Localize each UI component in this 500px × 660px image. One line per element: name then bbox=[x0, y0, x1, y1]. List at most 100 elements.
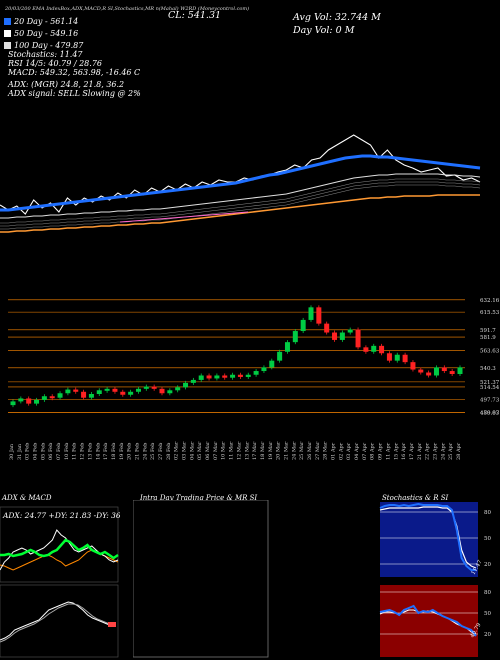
date-tick-label: 27 Feb bbox=[158, 443, 164, 460]
date-tick-label: 03 Mar bbox=[182, 441, 188, 460]
date-tick-label: 04 Apr bbox=[354, 442, 360, 460]
candle-body bbox=[402, 354, 408, 363]
price-level-label: 480.03 bbox=[480, 410, 500, 416]
candle-body bbox=[112, 388, 118, 392]
price-level-label: 514.54 bbox=[480, 385, 500, 391]
candle-body bbox=[120, 391, 126, 395]
candle-body bbox=[104, 388, 110, 391]
candle-body bbox=[449, 371, 455, 374]
date-tick-label: 02 Apr bbox=[338, 442, 344, 460]
legend-swatch-icon bbox=[4, 42, 11, 49]
date-tick-label: 17 Feb bbox=[103, 443, 109, 460]
candle-body bbox=[206, 375, 212, 379]
date-tick-label: 27 Mar bbox=[315, 441, 321, 460]
candle-body bbox=[96, 390, 102, 394]
candle-body bbox=[308, 307, 314, 320]
candle-body bbox=[222, 375, 228, 378]
price-level-label: 479.87 bbox=[480, 411, 500, 417]
date-tick-label: 04 Mar bbox=[189, 441, 195, 460]
day-volume: Day Vol: 0 M bbox=[293, 25, 355, 36]
candle-body bbox=[73, 389, 79, 392]
ema-line-chart bbox=[0, 134, 481, 233]
candle-body bbox=[175, 387, 181, 391]
ema-series-line bbox=[0, 173, 481, 219]
candle-body bbox=[198, 375, 204, 380]
date-tick-label: 03 Apr bbox=[346, 442, 352, 460]
candle-body bbox=[371, 345, 377, 352]
adx-main-line bbox=[0, 538, 119, 560]
candle-body bbox=[253, 371, 259, 375]
macd-frame bbox=[0, 584, 119, 658]
ema-band-line bbox=[0, 184, 481, 230]
avg-volume: Avg Vol: 32.744 M bbox=[293, 12, 381, 23]
date-tick-label: 14 Feb bbox=[95, 443, 101, 460]
candle-body bbox=[433, 367, 439, 376]
stoch-background bbox=[380, 502, 478, 577]
close-value: CL: 541.31 bbox=[168, 10, 222, 21]
ema-band-line bbox=[0, 181, 481, 227]
candle-body bbox=[386, 353, 392, 361]
date-tick-label: 11 Feb bbox=[72, 443, 78, 460]
top-caption: 20/03/200 EMA IndexBox,ADX,MACD,R SI,Sto… bbox=[5, 6, 250, 12]
legend-ema50: 50 Day - 549.16 bbox=[4, 29, 78, 38]
date-tick-label: 08 Apr bbox=[370, 442, 376, 460]
candle-body bbox=[379, 345, 385, 354]
legend-label: 100 Day - 479.87 bbox=[14, 41, 84, 50]
candle-body bbox=[316, 307, 322, 324]
legend-label: 20 Day - 561.14 bbox=[14, 17, 79, 26]
price-level-label: 591.7 bbox=[480, 328, 496, 334]
price-level-label: 615.53 bbox=[480, 310, 500, 316]
date-tick-label: 28 Mar bbox=[323, 441, 329, 460]
mrsi-panel-title: Intra Day Trading Price & MR SI bbox=[140, 494, 258, 502]
candle-body bbox=[57, 393, 63, 398]
date-tick-label: 01 Apr bbox=[331, 442, 337, 460]
legend-label: 50 Day - 549.16 bbox=[14, 29, 79, 38]
candle-body bbox=[190, 379, 196, 383]
candle-body bbox=[410, 362, 416, 370]
adx-frame bbox=[0, 506, 119, 583]
rsi-tick-label: 80 bbox=[484, 590, 491, 596]
date-tick-label: 16 Apr bbox=[401, 442, 407, 460]
stat-stochastics: Stochastics: 11.47 bbox=[8, 50, 83, 59]
date-tick-label: 09 Apr bbox=[378, 442, 384, 460]
date-tick-label: 05 Feb bbox=[40, 443, 46, 460]
candle-body bbox=[128, 391, 134, 395]
price-level-label: 497.73 bbox=[480, 397, 500, 403]
candle-body bbox=[355, 329, 361, 348]
candle-body bbox=[18, 398, 24, 402]
date-tick-label: 12 Mar bbox=[236, 441, 242, 460]
ema-series-line bbox=[0, 154, 481, 212]
date-tick-label: 06 Feb bbox=[48, 443, 54, 460]
date-tick-label: 18 Feb bbox=[111, 443, 117, 460]
price-level-label: 581.9 bbox=[480, 335, 496, 341]
date-tick-label: 26 Mar bbox=[307, 441, 313, 460]
candle-body bbox=[151, 386, 157, 389]
candle-body bbox=[65, 389, 71, 394]
date-tick-label: 12 Feb bbox=[80, 443, 86, 460]
price-level-label: 632.16 bbox=[480, 298, 500, 304]
candle-body bbox=[418, 369, 424, 373]
date-tick-label: 31 Jan bbox=[17, 443, 23, 460]
date-tick-label: 21 Feb bbox=[134, 443, 140, 460]
date-tick-label: 20 Mar bbox=[276, 441, 282, 460]
stoch-slow-line bbox=[379, 506, 477, 569]
date-tick-label: 07 Feb bbox=[56, 443, 62, 460]
stoch-tick-label: 50 bbox=[484, 536, 491, 542]
rsi-background bbox=[380, 585, 478, 657]
candle-body bbox=[363, 347, 369, 352]
candle-body bbox=[167, 390, 173, 394]
date-tick-label: 21 Mar bbox=[283, 441, 289, 460]
date-tick-label: 25 Mar bbox=[299, 441, 305, 460]
candle-body bbox=[457, 367, 463, 374]
legend-swatch-icon bbox=[4, 18, 11, 25]
candle-body bbox=[81, 391, 87, 398]
date-tick-label: 28 Apr bbox=[456, 442, 462, 460]
stoch-tick-label: 20 bbox=[484, 562, 491, 568]
date-tick-label: 11 Mar bbox=[229, 441, 235, 460]
macd-line bbox=[0, 601, 113, 641]
candle-body bbox=[183, 382, 189, 388]
stat-rsi: RSI 14/5: 40.79 / 28.76 bbox=[8, 59, 102, 68]
date-tick-label: 19 Mar bbox=[268, 441, 274, 460]
ema-series-line bbox=[0, 194, 480, 233]
highlight-line bbox=[119, 211, 249, 223]
